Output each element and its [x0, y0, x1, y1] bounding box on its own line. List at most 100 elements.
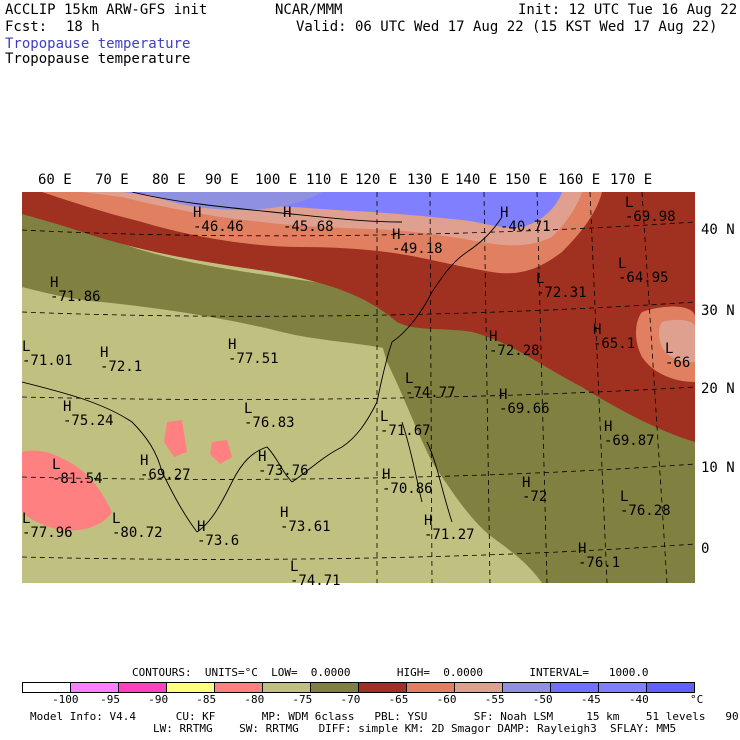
longitude-label: 70 E — [95, 172, 129, 188]
extremum-value: -73.61 — [280, 519, 331, 535]
extremum-marker: H -71.27 — [424, 514, 475, 542]
extremum-marker: H -76.1 — [578, 542, 620, 570]
extremum-marker: H -69.66 — [499, 388, 550, 416]
longitude-label: 120 E — [355, 172, 398, 188]
colorbar-unit: °C — [690, 693, 704, 706]
colorbar-tick-label: -75 — [292, 693, 313, 706]
extremum-value: -65.1 — [593, 336, 636, 352]
extremum-value: -72.31 — [536, 285, 587, 301]
model-title: ACCLIP 15km ARW-GFS init — [5, 2, 208, 18]
extremum-value: -71.67 — [380, 423, 431, 439]
colorbar-tick-label: -70 — [340, 693, 361, 706]
extremum-type: L — [22, 339, 31, 355]
extremum-value: -46.46 — [193, 219, 244, 235]
graticule — [22, 192, 695, 583]
forecast-hour: 18 h — [66, 19, 100, 35]
extremum-marker: H -71.86 — [50, 276, 101, 304]
extremum-value: -76.28 — [620, 503, 671, 519]
colorbar-tick-label: -40 — [628, 693, 649, 706]
extremum-value: -76.83 — [244, 415, 295, 431]
extremum-value: -72.28 — [489, 343, 540, 359]
extremum-marker: L -80.72 — [112, 512, 163, 540]
extremum-value: -69.66 — [499, 401, 550, 417]
colorbar-tick-label: -60 — [436, 693, 457, 706]
organization-label: NCAR/MMM — [275, 2, 343, 18]
colorbar-swatch — [407, 683, 455, 692]
colorbar-tick-label: -80 — [244, 693, 265, 706]
init-time: Init: 12 UTC Tue 16 Aug 22 — [518, 2, 738, 18]
contours-info: CONTOURS: UNITS=°C LOW= 0.0000 HIGH= 0.0… — [132, 666, 649, 679]
extremum-marker: H -72.28 — [489, 330, 540, 358]
extremum-type: H — [522, 475, 531, 491]
extremum-marker: H -75.24 — [63, 400, 114, 428]
extremum-value: -45.68 — [283, 219, 334, 235]
extremum-marker: H -49.18 — [392, 228, 443, 256]
colorbar-tick-label: -95 — [100, 693, 121, 706]
colorbar-swatch — [311, 683, 359, 692]
extremum-type: H — [424, 513, 433, 529]
extremum-value: -72.1 — [100, 359, 143, 375]
colorbar-swatch — [71, 683, 119, 692]
forecast-label: Fcst: — [5, 19, 48, 35]
colorbar-tick-label: -100 — [52, 693, 79, 706]
extremum-type: L — [625, 195, 634, 211]
extremum-type: L — [665, 341, 674, 357]
extremum-type: H — [100, 345, 109, 361]
extremum-marker: H -77.51 — [228, 338, 279, 366]
colorbar-tick-label: -55 — [484, 693, 505, 706]
extremum-marker: L -81.54 — [52, 458, 103, 486]
extremum-value: -70.86 — [382, 481, 433, 497]
extremum-value: -74.77 — [405, 385, 456, 401]
colorbar — [22, 682, 695, 693]
extremum-type: H — [197, 519, 206, 535]
colorbar-swatch — [503, 683, 551, 692]
extremum-type: H — [50, 275, 59, 291]
colorbar-swatch — [455, 683, 503, 692]
extremum-marker: L -64.95 — [618, 257, 669, 285]
extremum-type: H — [280, 505, 289, 521]
extremum-type: L — [244, 401, 253, 417]
extremum-marker: H -65.1 — [593, 323, 635, 351]
latitude-label: 20 N — [701, 381, 735, 397]
map-canvas — [22, 192, 695, 583]
extremum-type: L — [620, 489, 629, 505]
extremum-type: L — [380, 409, 389, 425]
extremum-marker: L -66 — [665, 342, 690, 370]
latitude-label: 30 N — [701, 303, 735, 319]
extremum-value: -81.54 — [52, 471, 103, 487]
extremum-marker: H -73.6 — [197, 520, 239, 548]
extremum-type: L — [618, 256, 627, 272]
extremum-marker: L -71.01 — [22, 340, 73, 368]
longitude-label: 170 E — [610, 172, 653, 188]
colorbar-swatch — [551, 683, 599, 692]
extremum-value: -64.95 — [618, 270, 669, 286]
colorbar-swatch — [647, 683, 694, 692]
fill-pink-indochina — [164, 420, 187, 457]
extremum-marker: H -73.61 — [280, 506, 331, 534]
extremum-marker: H -46.46 — [193, 206, 244, 234]
longitude-label: 160 E — [558, 172, 601, 188]
extremum-marker: L -74.77 — [405, 372, 456, 400]
extremum-value: -69.87 — [604, 433, 655, 449]
extremum-marker: H -73.76 — [258, 450, 309, 478]
latitude-label: 0 — [701, 541, 710, 557]
extremum-value: -40.71 — [500, 219, 551, 235]
extremum-value: -80.72 — [112, 525, 163, 541]
longitude-label: 90 E — [205, 172, 239, 188]
extremum-marker: L -76.28 — [620, 490, 671, 518]
colorbar-swatch — [599, 683, 647, 692]
extremum-value: -69.98 — [625, 209, 676, 225]
extremum-type: H — [63, 399, 72, 415]
colorbar-tick-label: -85 — [196, 693, 217, 706]
field-title-contour: Tropopause temperature — [5, 51, 191, 67]
coastlines — [22, 192, 503, 533]
colorbar-swatch — [23, 683, 71, 692]
extremum-value: -71.86 — [50, 289, 101, 305]
extremum-type: L — [405, 371, 414, 387]
longitude-label: 100 E — [255, 172, 298, 188]
colorbar-swatch — [263, 683, 311, 692]
longitude-label: 110 E — [306, 172, 349, 188]
extremum-value: -49.18 — [392, 241, 443, 257]
model-info-line-2: LW: RRTMG SW: RRTMG DIFF: simple KM: 2D … — [153, 722, 677, 735]
extremum-value: -66 — [665, 355, 691, 371]
